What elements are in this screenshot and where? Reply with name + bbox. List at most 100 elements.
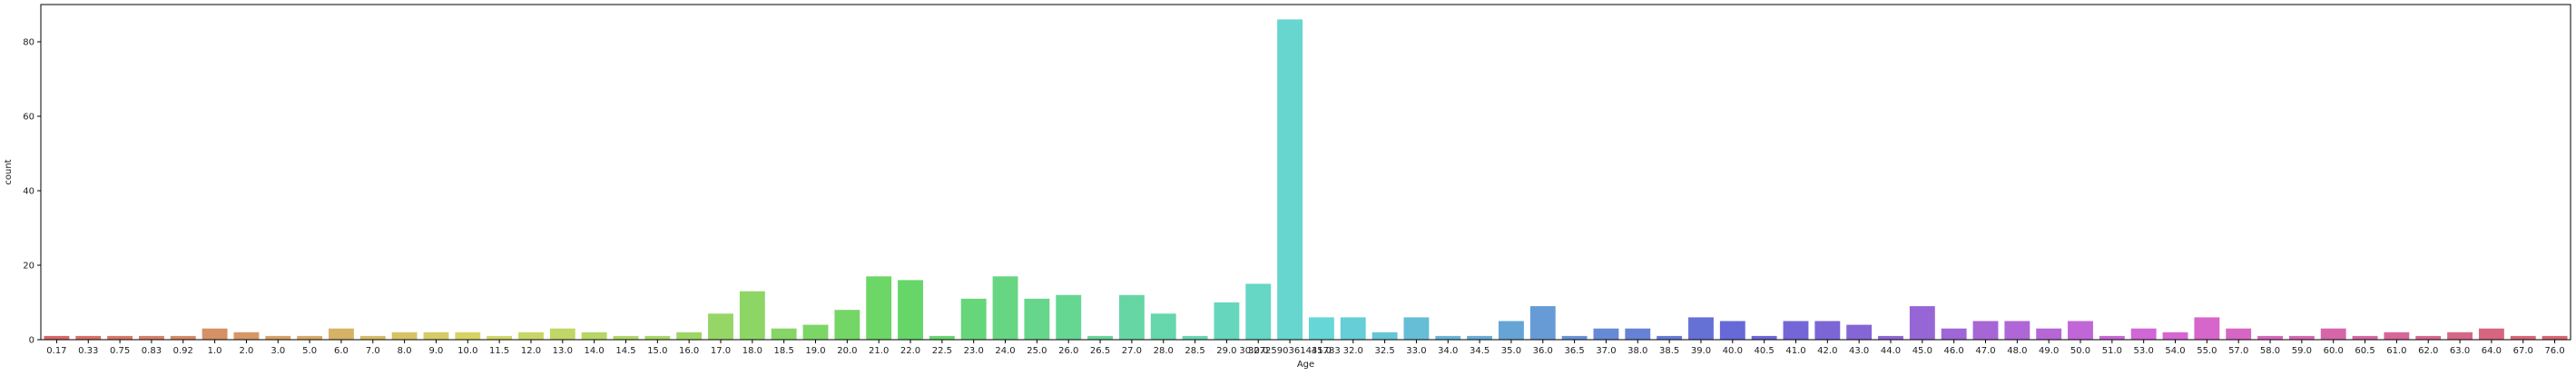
x-tick-label: 17.0 bbox=[711, 346, 731, 356]
y-axis-ticks: 0 20 40 60 80 bbox=[23, 38, 41, 346]
x-tick-label: 25.0 bbox=[1027, 346, 1047, 356]
bar-51.0 bbox=[2099, 335, 2125, 340]
x-tick-label: 14.0 bbox=[585, 346, 605, 356]
x-tick-label: 50.0 bbox=[2070, 346, 2090, 356]
x-tick-label: 48.0 bbox=[2007, 346, 2027, 356]
bar-55.0 bbox=[2194, 317, 2220, 340]
bar-53.0 bbox=[2130, 328, 2157, 340]
x-tick-label: 33.0 bbox=[1406, 346, 1426, 356]
bar-35.0 bbox=[1499, 321, 1524, 340]
bar-36.5 bbox=[1561, 335, 1588, 340]
bar-40.5 bbox=[1751, 335, 1777, 340]
bar-46.0 bbox=[1941, 328, 1967, 340]
x-tick-label: 67.0 bbox=[2513, 346, 2533, 356]
x-tick-label: 29.0 bbox=[1216, 346, 1236, 356]
bar-30.272590361445783 bbox=[1277, 19, 1303, 341]
bar-38.0 bbox=[1625, 328, 1651, 340]
bar-15.0 bbox=[644, 335, 671, 340]
x-tick-label: 39.0 bbox=[1691, 346, 1711, 356]
bar-36.0 bbox=[1529, 306, 1556, 340]
x-tick-label: 18.0 bbox=[742, 346, 762, 356]
y-tick-label: 40 bbox=[23, 187, 34, 197]
x-tick-label: 13.0 bbox=[553, 346, 573, 356]
bar-57.0 bbox=[2226, 328, 2252, 340]
bar-47.0 bbox=[1972, 321, 1999, 340]
x-tick-label: 0.33 bbox=[78, 346, 98, 356]
bar-18.0 bbox=[739, 291, 765, 340]
x-tick-label: 61.0 bbox=[2386, 346, 2406, 356]
x-tick-label: 18.5 bbox=[774, 346, 794, 356]
bar-26.5 bbox=[1087, 335, 1113, 340]
bar-0.75 bbox=[107, 335, 133, 340]
bar-28.0 bbox=[1150, 313, 1176, 340]
bar-27.0 bbox=[1118, 294, 1145, 340]
bar-16.0 bbox=[676, 332, 703, 340]
x-tick-label: 22.5 bbox=[932, 346, 952, 356]
x-tick-label: 58.0 bbox=[2260, 346, 2280, 356]
bar-31.0 bbox=[1308, 317, 1334, 340]
x-tick-label: 14.5 bbox=[615, 346, 635, 356]
bar-11.5 bbox=[487, 335, 513, 340]
bar-37.0 bbox=[1593, 328, 1619, 340]
x-tick-label: 27.0 bbox=[1122, 346, 1142, 356]
bar-13.0 bbox=[549, 328, 575, 340]
x-tick-label: 16.0 bbox=[679, 346, 699, 356]
bars-group bbox=[44, 19, 2568, 341]
x-tick-label: 60.0 bbox=[2324, 346, 2344, 356]
x-tick-label: 40.0 bbox=[1723, 346, 1743, 356]
x-tick-label: 38.0 bbox=[1627, 346, 1647, 356]
x-tick-label: 8.0 bbox=[398, 346, 412, 356]
bar-76.0 bbox=[2542, 335, 2568, 340]
x-tick-label: 46.0 bbox=[1944, 346, 1964, 356]
bar-67.0 bbox=[2510, 335, 2536, 340]
x-tick-label: 34.0 bbox=[1438, 346, 1458, 356]
bar-58.0 bbox=[2257, 335, 2283, 340]
bar-22.0 bbox=[898, 280, 923, 340]
x-tick-label: 32.5 bbox=[1374, 346, 1394, 356]
bar-44.0 bbox=[1878, 335, 1903, 340]
bar-33.0 bbox=[1403, 317, 1430, 340]
x-tick-label: 3.0 bbox=[270, 346, 285, 356]
bar-7.0 bbox=[359, 335, 386, 340]
x-tick-label: 20.0 bbox=[837, 346, 857, 356]
x-tick-label: 11.5 bbox=[489, 346, 509, 356]
bar-20.0 bbox=[834, 310, 860, 340]
bar-39.0 bbox=[1688, 317, 1714, 340]
x-tick-label: 36.0 bbox=[1533, 346, 1553, 356]
x-tick-label: 12.0 bbox=[521, 346, 541, 356]
x-tick-label: 43.0 bbox=[1849, 346, 1869, 356]
x-tick-label: 6.0 bbox=[334, 346, 349, 356]
x-tick-label: 40.5 bbox=[1755, 346, 1775, 356]
bar-42.0 bbox=[1814, 321, 1841, 340]
bar-40.0 bbox=[1719, 321, 1745, 340]
bar-12.0 bbox=[518, 332, 544, 340]
plot-frame bbox=[40, 4, 2571, 341]
bar-48.0 bbox=[2004, 321, 2030, 340]
bar-34.5 bbox=[1467, 335, 1493, 340]
bar-50.0 bbox=[2068, 321, 2093, 340]
plot-background bbox=[41, 5, 2571, 340]
y-axis-label: count bbox=[4, 159, 14, 184]
bar-62.0 bbox=[2415, 335, 2442, 340]
x-tick-label: 0.83 bbox=[142, 346, 162, 356]
y-tick-label: 20 bbox=[23, 262, 34, 272]
x-tick-label: 47.0 bbox=[1975, 346, 1995, 356]
y-tick-label: 0 bbox=[29, 336, 34, 346]
x-tick-label: 44.0 bbox=[1881, 346, 1901, 356]
x-tick-label: 38.5 bbox=[1659, 346, 1679, 356]
x-tick-label: 45.0 bbox=[1912, 346, 1932, 356]
bar-21.0 bbox=[866, 276, 892, 340]
bar-14.5 bbox=[613, 335, 639, 340]
x-tick-label: 30.0 bbox=[1248, 346, 1268, 356]
bar-45.0 bbox=[1909, 306, 1935, 340]
bar-22.5 bbox=[929, 335, 955, 340]
bar-54.0 bbox=[2162, 332, 2188, 340]
bar-5.0 bbox=[297, 335, 323, 340]
bar-29.0 bbox=[1214, 302, 1240, 340]
x-tick-label: 24.0 bbox=[995, 346, 1015, 356]
x-tick-label: 31.0 bbox=[1312, 346, 1332, 356]
x-tick-label: 9.0 bbox=[429, 346, 444, 356]
bar-2.0 bbox=[233, 332, 260, 340]
x-tick-label: 59.0 bbox=[2292, 346, 2312, 356]
bar-18.5 bbox=[771, 328, 797, 340]
